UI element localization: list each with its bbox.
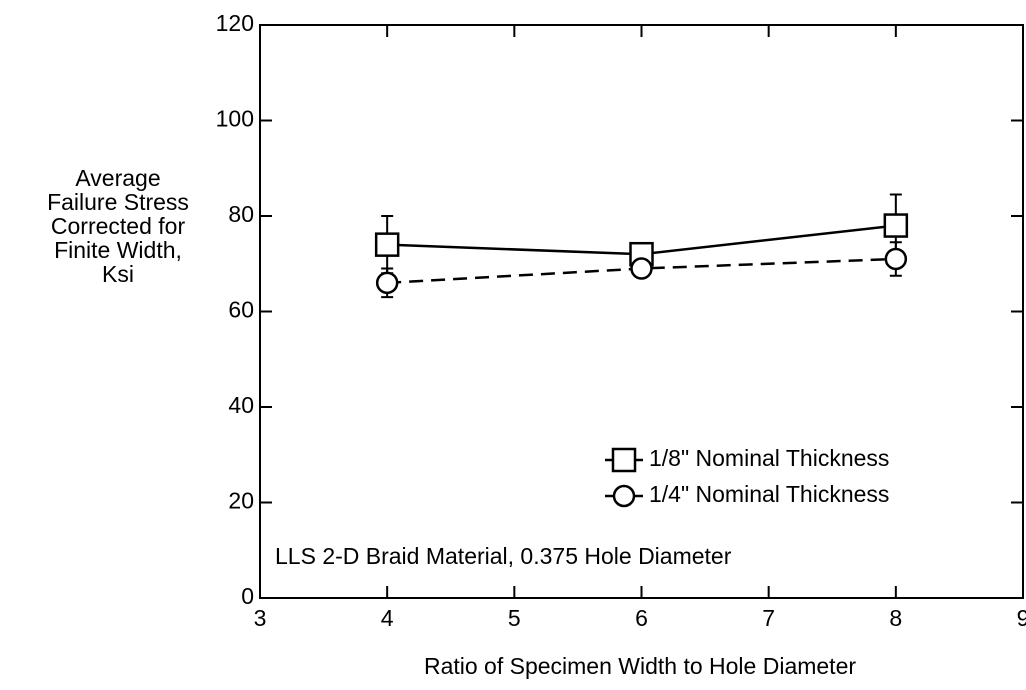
y-tick-label: 40 <box>228 392 254 418</box>
data-point <box>375 271 399 295</box>
y-tick-label: 20 <box>228 488 254 514</box>
annotation: LLS 2-D Braid Material, 0.375 Hole Diame… <box>275 543 732 569</box>
data-point <box>883 213 909 238</box>
data-point <box>630 257 653 280</box>
legend-label: 1/4" Nominal Thickness <box>649 481 889 507</box>
x-tick-label: 7 <box>762 605 775 631</box>
y-axis-label: Ksi <box>102 261 134 287</box>
x-tick-label: 3 <box>254 605 267 631</box>
x-tick-label: 4 <box>381 605 394 631</box>
y-tick-label: 0 <box>241 583 254 609</box>
x-axis-label: Ratio of Specimen Width to Hole Diameter <box>424 653 856 679</box>
y-axis-label: Failure Stress <box>47 189 189 215</box>
y-tick-label: 80 <box>228 201 254 227</box>
data-point <box>374 232 400 257</box>
y-tick-label: 60 <box>228 297 254 323</box>
data-point <box>884 247 908 271</box>
y-axis-label: Corrected for <box>51 213 186 239</box>
legend-label: 1/8" Nominal Thickness <box>649 445 889 471</box>
plot-frame <box>259 24 1024 599</box>
x-tick-label: 8 <box>889 605 902 631</box>
legend-marker <box>611 447 637 473</box>
y-axis-label: Average <box>75 165 160 191</box>
x-tick-label: 5 <box>508 605 521 631</box>
x-tick-label: 6 <box>635 605 648 631</box>
legend-marker <box>612 484 636 508</box>
y-axis-label: Finite Width, <box>54 237 182 263</box>
y-tick-label: 120 <box>216 10 254 36</box>
x-tick-label: 9 <box>1017 605 1026 631</box>
y-tick-label: 100 <box>216 106 254 132</box>
